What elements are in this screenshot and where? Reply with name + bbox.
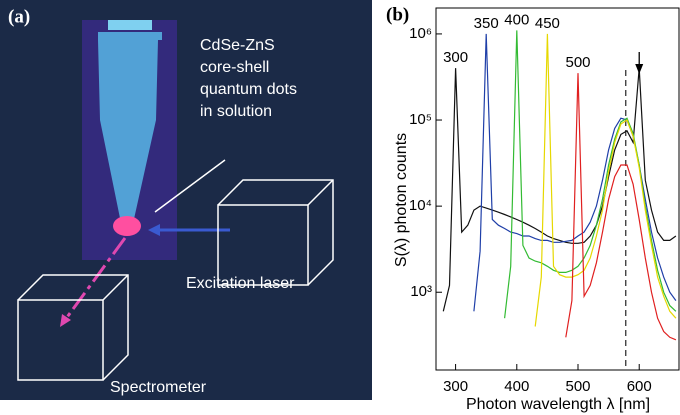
peak-label: 500 (565, 54, 590, 71)
peak-label: 350 (474, 15, 499, 32)
figure: (a) CdSe-ZnS core-shell quantum dots in sol… (0, 0, 680, 415)
y-tick-label: 10⁴ (409, 197, 432, 214)
caption-line: quantum dots (200, 81, 297, 98)
tube (82, 20, 177, 260)
y-tick-label: 10⁵ (409, 111, 432, 128)
y-axis-title: S(λ) photon counts (393, 133, 410, 267)
peak-label: 450 (535, 15, 560, 32)
spectrum-line (505, 30, 676, 318)
caption-line: core-shell (200, 59, 269, 76)
panel-label: (b) (386, 4, 409, 25)
y-tick-label: 10⁶ (409, 25, 432, 42)
laser-label: Excitation laser (186, 275, 295, 292)
plot: 300 400 500 600 10³ 10⁴ 10⁵ 10⁶ 300 350 400 450 500 (409, 8, 679, 395)
panel-label: (a) (8, 6, 30, 27)
y-tick-label: 10³ (410, 283, 432, 300)
x-tick-label: 400 (504, 378, 529, 395)
x-tick-label: 300 (443, 378, 468, 395)
caption-line: in solution (200, 103, 272, 120)
spectrum-line (566, 73, 676, 340)
arrow-head (635, 64, 643, 74)
peak-label: 400 (504, 11, 529, 28)
peak-label: 300 (443, 49, 468, 66)
x-axis-title: Photon wavelength λ [nm] (466, 396, 650, 413)
x-tick-label: 600 (627, 378, 652, 395)
photo-background (0, 0, 372, 400)
x-tick-label: 500 (565, 378, 590, 395)
caption-line: CdSe-ZnS (200, 37, 275, 54)
spectrometer-label: Spectrometer (110, 379, 207, 396)
